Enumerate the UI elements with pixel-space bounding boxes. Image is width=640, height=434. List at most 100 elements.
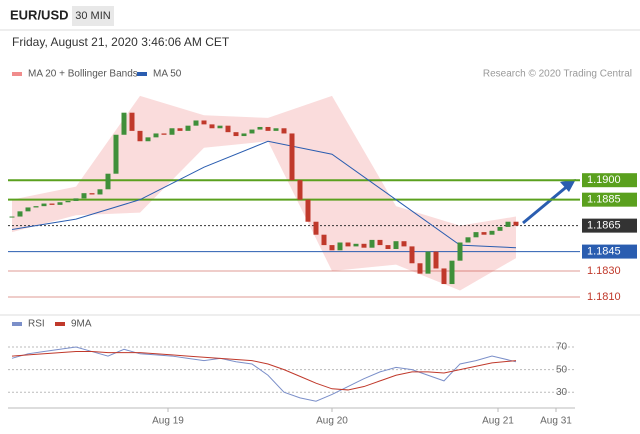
candle xyxy=(217,125,223,129)
x-tick-label: Aug 21 xyxy=(482,416,514,427)
candle xyxy=(193,120,199,126)
credit: Research © 2020 Trading Central xyxy=(483,69,632,80)
candle xyxy=(281,128,287,134)
candle xyxy=(169,128,175,135)
candle xyxy=(513,221,519,226)
candle xyxy=(9,216,15,218)
legend-swatch xyxy=(137,72,147,76)
candle xyxy=(305,199,311,222)
level-box xyxy=(582,173,637,188)
candle xyxy=(481,232,487,235)
candle xyxy=(49,203,55,205)
candle xyxy=(153,133,159,138)
candle xyxy=(17,211,23,217)
candle xyxy=(129,112,135,131)
candle xyxy=(425,251,431,274)
candle xyxy=(137,130,143,142)
x-tick-label: Aug 20 xyxy=(316,416,348,427)
legend-label: MA 50 xyxy=(153,69,182,80)
candle xyxy=(385,245,391,249)
candle xyxy=(337,242,343,251)
timestamp: Friday, August 21, 2020 3:46:06 AM CET xyxy=(12,35,230,49)
candle xyxy=(73,198,79,201)
level-label: 1.1885 xyxy=(587,194,621,206)
candle xyxy=(473,232,479,238)
candle xyxy=(97,189,103,195)
level-box xyxy=(582,192,637,207)
candle xyxy=(393,241,399,249)
candle xyxy=(465,237,471,243)
candle xyxy=(185,125,191,131)
candle xyxy=(377,239,383,246)
candle xyxy=(25,207,31,212)
legend-swatch xyxy=(12,72,22,76)
candle xyxy=(249,129,255,134)
candle xyxy=(65,200,71,203)
candle xyxy=(265,126,271,131)
indicator-line xyxy=(11,346,517,402)
interval: 30 MIN xyxy=(75,10,111,22)
candle xyxy=(321,234,327,246)
legend-label: 9MA xyxy=(71,319,92,330)
candle xyxy=(417,263,423,274)
legend-swatch xyxy=(12,322,22,326)
candle xyxy=(449,260,455,285)
candle xyxy=(401,241,407,247)
candle xyxy=(505,221,511,227)
candle xyxy=(297,180,303,200)
candle xyxy=(457,242,463,261)
level-label: 1.1900 xyxy=(587,174,621,186)
candle xyxy=(89,193,95,195)
candle xyxy=(105,173,111,190)
arrow-head xyxy=(560,179,576,192)
candle xyxy=(33,206,39,208)
level-box xyxy=(582,218,637,233)
candle xyxy=(409,246,415,264)
candle xyxy=(441,268,447,285)
candle xyxy=(241,133,247,137)
candle xyxy=(121,112,127,135)
symbol: EUR/USD xyxy=(10,7,69,22)
interval-box xyxy=(72,6,114,26)
candle xyxy=(361,243,367,248)
candle xyxy=(225,125,231,133)
legend-label: RSI xyxy=(28,319,45,330)
level-label: 1.1810 xyxy=(587,291,621,303)
candle xyxy=(313,221,319,235)
candle xyxy=(209,124,215,129)
candle xyxy=(369,239,375,248)
legend-swatch xyxy=(55,322,65,326)
y-tick-label: 50 xyxy=(556,364,568,375)
indicator-line xyxy=(11,351,517,391)
ma50-line xyxy=(11,140,517,249)
candle xyxy=(329,245,335,251)
candle xyxy=(273,128,279,131)
candle xyxy=(353,243,359,247)
candle xyxy=(161,133,167,135)
candle xyxy=(201,120,207,125)
y-tick-label: 30 xyxy=(556,387,568,398)
candle xyxy=(81,193,87,199)
level-box xyxy=(582,244,637,259)
candle xyxy=(289,133,295,181)
y-tick-label: 70 xyxy=(556,342,568,353)
x-tick-label: Aug 19 xyxy=(152,416,184,427)
candle xyxy=(145,137,151,142)
forecast-arrow xyxy=(522,182,571,225)
candle xyxy=(345,242,351,247)
candle xyxy=(113,134,119,174)
candle xyxy=(257,126,263,130)
candle xyxy=(41,203,47,207)
legend-label: MA 20 + Bollinger Bands xyxy=(28,69,138,80)
candle xyxy=(57,202,63,205)
x-tick-label: Aug 31 xyxy=(540,416,572,427)
bollinger-band xyxy=(12,95,516,291)
level-label: 1.1830 xyxy=(587,265,621,277)
level-label: 1.1865 xyxy=(587,220,621,232)
candle xyxy=(433,251,439,269)
candle xyxy=(489,230,495,235)
candle xyxy=(497,226,503,231)
candle xyxy=(233,132,239,137)
